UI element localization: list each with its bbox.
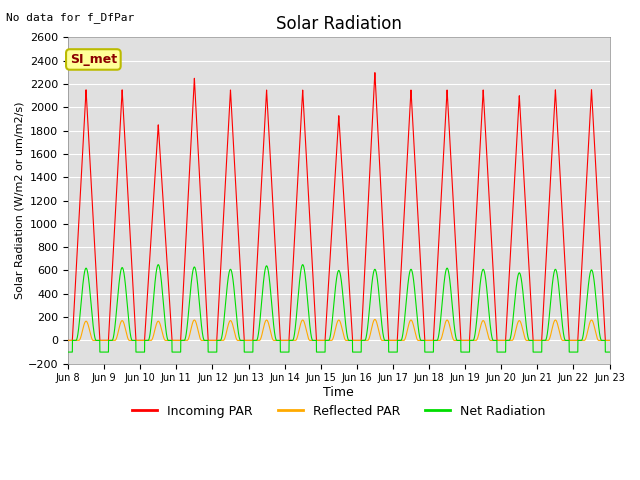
X-axis label: Time: Time [323,386,354,399]
Legend: Incoming PAR, Reflected PAR, Net Radiation: Incoming PAR, Reflected PAR, Net Radiati… [127,400,550,423]
Text: SI_met: SI_met [70,53,117,66]
Text: No data for f_DfPar: No data for f_DfPar [6,12,134,23]
Y-axis label: Solar Radiation (W/m2 or um/m2/s): Solar Radiation (W/m2 or um/m2/s) [15,102,25,300]
Title: Solar Radiation: Solar Radiation [276,15,402,33]
